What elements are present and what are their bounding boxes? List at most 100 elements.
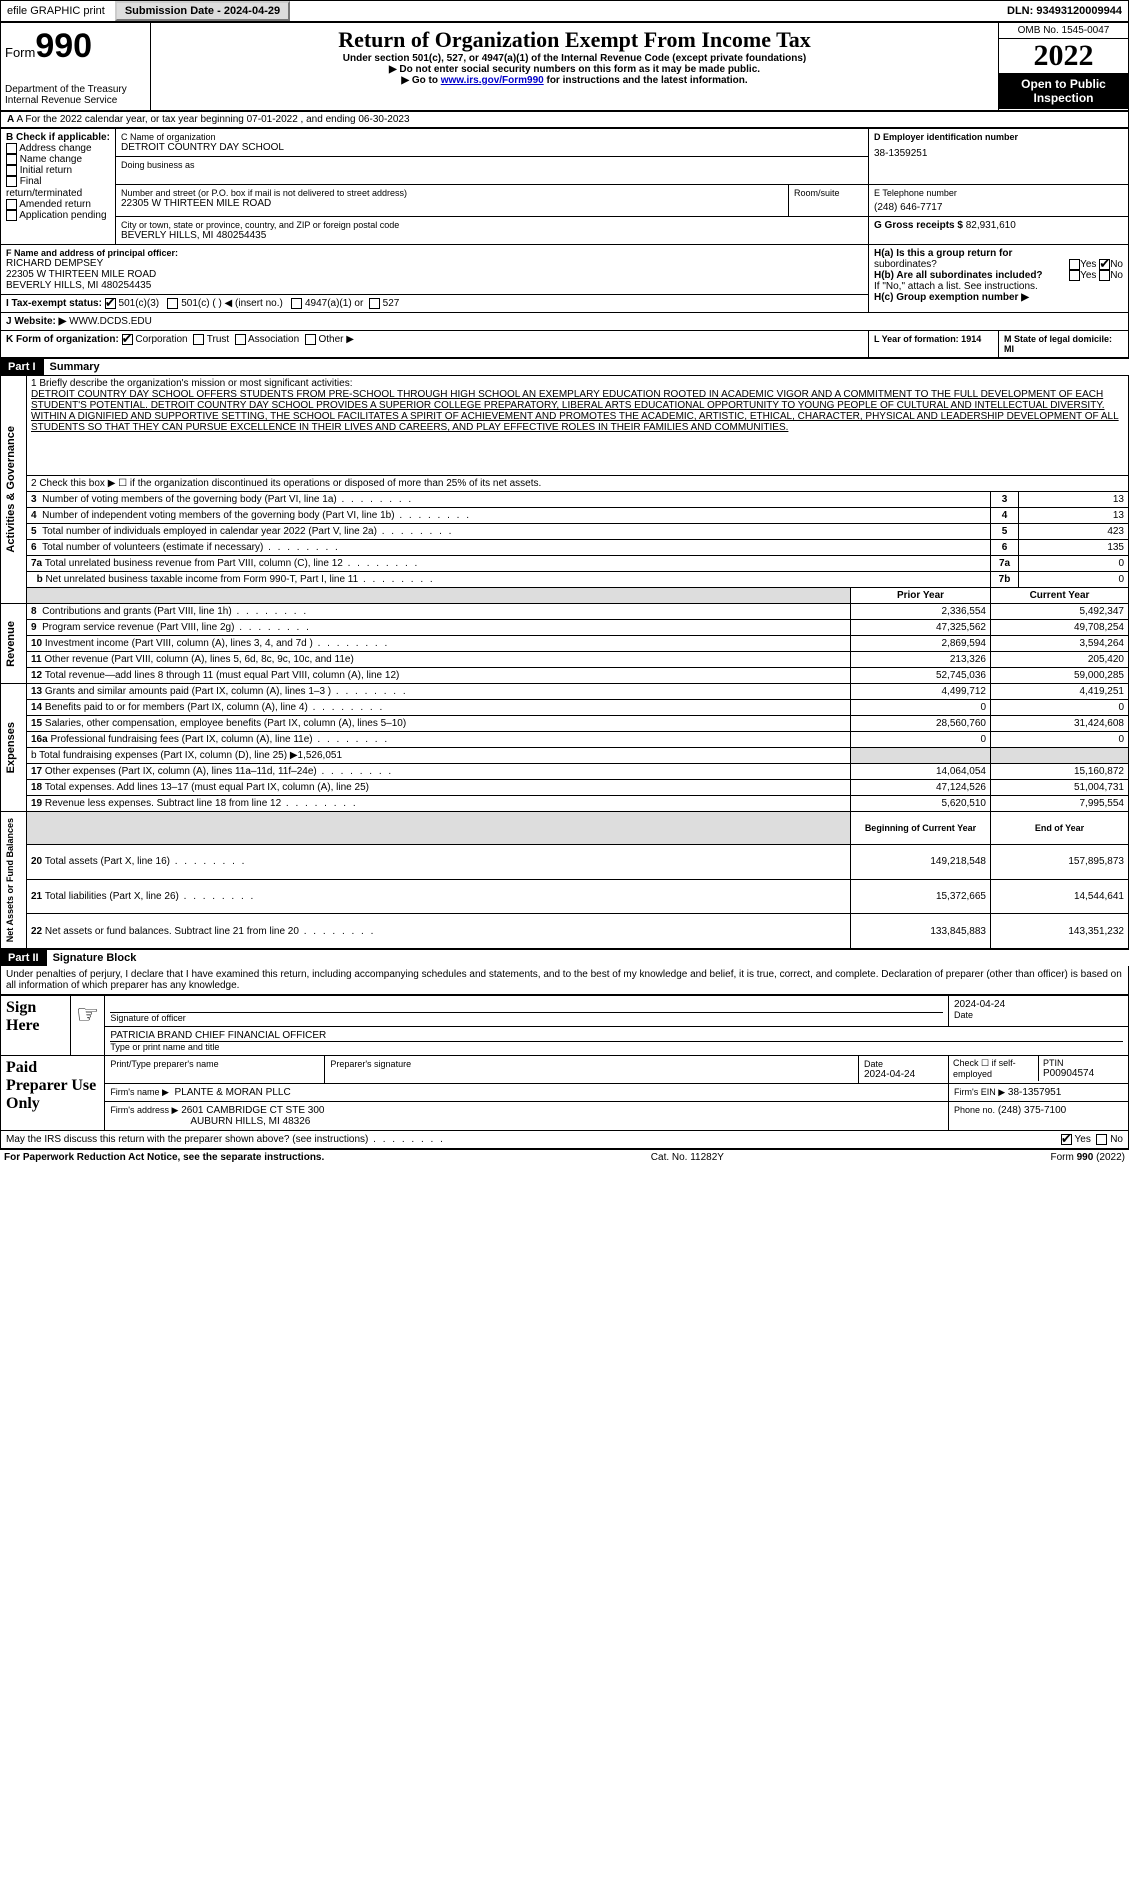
footer: For Paperwork Reduction Act Notice, see …: [0, 1149, 1129, 1165]
prep-date: 2024-04-24: [864, 1069, 943, 1080]
l14-c: 0: [991, 700, 1129, 716]
l14-p: 0: [851, 700, 991, 716]
opt-501c: 501(c) ( ) ◀ (insert no.): [181, 298, 283, 309]
efile-label: efile GRAPHIC print: [1, 3, 111, 19]
firm-addr2: AUBURN HILLS, MI 48326: [110, 1116, 943, 1127]
l19-p: 5,620,510: [851, 796, 991, 812]
ha-label: H(a) Is this a group return for: [874, 248, 1012, 259]
form-number: Form990: [5, 27, 146, 66]
footer-mid: Cat. No. 11282Y: [651, 1152, 724, 1163]
chk-assoc[interactable]: [235, 334, 246, 345]
form990-link[interactable]: www.irs.gov/Form990: [441, 75, 544, 86]
chk-corp[interactable]: [122, 334, 133, 345]
l22-label: Net assets or fund balances. Subtract li…: [45, 926, 375, 937]
header-sub3: ▶ Go to www.irs.gov/Form990 for instruct…: [155, 75, 994, 86]
sig-date: 2024-04-24: [954, 999, 1123, 1010]
sign-here-label: Sign Here: [1, 996, 71, 1056]
chk-pending[interactable]: Application pending: [6, 210, 110, 221]
row-7b: b Net unrelated business taxable income …: [1, 572, 1129, 588]
form-word: Form: [5, 45, 35, 60]
opt-assoc: Association: [248, 334, 299, 345]
l19-label: Revenue less expenses. Subtract line 18 …: [45, 798, 358, 809]
chk-name-label: Name change: [20, 154, 82, 165]
dln-label: DLN: 93493120009944: [1007, 5, 1128, 17]
l9-c: 49,708,254: [991, 620, 1129, 636]
part2-header-row: Part II Signature Block: [0, 949, 1129, 966]
ptin-h: PTIN: [1043, 1058, 1124, 1068]
box-g-label: G Gross receipts $: [874, 220, 963, 231]
box-l: L Year of formation: 1914: [869, 331, 999, 357]
chk-other[interactable]: [305, 334, 316, 345]
org-name: DETROIT COUNTRY DAY SCHOOL: [121, 142, 863, 153]
chk-501c[interactable]: [167, 298, 178, 309]
footer-form: 990: [1077, 1152, 1094, 1163]
l11-p: 213,326: [851, 652, 991, 668]
opt-4947: 4947(a)(1) or: [305, 298, 363, 309]
firm-phone: (248) 375-7100: [998, 1105, 1066, 1116]
opt-other: Other ▶: [318, 334, 353, 345]
l7a-label: Total unrelated business revenue from Pa…: [45, 558, 419, 569]
l10-p: 2,869,594: [851, 636, 991, 652]
officer-name: RICHARD DEMPSEY: [6, 258, 863, 269]
ag-vert-label: Activities & Governance: [1, 420, 21, 559]
part1-header-row: Part I Summary: [0, 358, 1129, 375]
box-f-label: F Name and address of principal officer:: [6, 248, 863, 258]
l9-label: Program service revenue (Part VIII, line…: [42, 622, 311, 633]
omb-label: OMB No. 1545-0047: [999, 23, 1128, 39]
l22-c: 143,351,232: [991, 914, 1129, 949]
chk-pending-label: Application pending: [19, 210, 106, 221]
chk-name[interactable]: Name change: [6, 154, 110, 165]
hc-label: H(c) Group exemption number ▶: [874, 292, 1123, 303]
firm-addr1: 2601 CAMBRIDGE CT STE 300: [181, 1105, 324, 1116]
addr-label: Number and street (or P.O. box if mail i…: [121, 188, 783, 198]
discuss-text: May the IRS discuss this return with the…: [6, 1134, 445, 1145]
l13-p: 4,499,712: [851, 684, 991, 700]
website-value: WWW.DCDS.EDU: [69, 316, 152, 327]
hb-label: H(b) Are all subordinates included?: [874, 270, 1043, 281]
header-sub1: Under section 501(c), 527, or 4947(a)(1)…: [155, 53, 994, 64]
chk-amended[interactable]: Amended return: [6, 199, 110, 210]
l8-label: Contributions and grants (Part VIII, lin…: [42, 606, 308, 617]
l7a-val: 0: [1019, 556, 1129, 572]
l18-c: 51,004,731: [991, 780, 1129, 796]
firm-name-h: Firm's name ▶: [110, 1087, 169, 1097]
opt-527: 527: [383, 298, 400, 309]
l20-p: 149,218,548: [851, 844, 991, 879]
chk-527[interactable]: [369, 298, 380, 309]
chk-trust[interactable]: [193, 334, 204, 345]
l22-p: 133,845,883: [851, 914, 991, 949]
info-grid: B Check if applicable: Address change Na…: [0, 128, 1129, 358]
l4-box: 4: [991, 508, 1019, 524]
firm-ein: 38-1357951: [1008, 1087, 1061, 1098]
officer-addr1: 22305 W THIRTEEN MILE ROAD: [6, 269, 863, 280]
chk-initial[interactable]: Initial return: [6, 165, 110, 176]
l17-p: 14,064,054: [851, 764, 991, 780]
chk-final-label: Final return/terminated: [6, 177, 82, 199]
part1-header: Part I: [0, 359, 44, 375]
l16a-p: 0: [851, 732, 991, 748]
l3-label: Number of voting members of the governin…: [42, 494, 413, 505]
chk-4947[interactable]: [291, 298, 302, 309]
sig-officer-label: Signature of officer: [110, 1013, 943, 1023]
footer-left: For Paperwork Reduction Act Notice, see …: [4, 1152, 324, 1163]
chk-address-label: Address change: [19, 143, 91, 154]
l16b: b Total fundraising expenses (Part IX, c…: [27, 748, 851, 764]
prior-year-h: Prior Year: [851, 588, 991, 604]
na-vert-label: Net Assets or Fund Balances: [1, 812, 19, 948]
submission-date-button[interactable]: Submission Date - 2024-04-29: [115, 1, 290, 21]
chk-final[interactable]: Final return/terminated: [6, 176, 110, 198]
l7b-box: 7b: [991, 572, 1019, 588]
ha-sub: subordinates?: [874, 259, 937, 270]
row-year-headers: Prior YearCurrent Year: [1, 588, 1129, 604]
l8-c: 5,492,347: [991, 604, 1129, 620]
end-year-h: End of Year: [991, 812, 1129, 845]
l1-label: 1 Briefly describe the organization's mi…: [31, 378, 1124, 389]
box-m: M State of legal domicile: MI: [999, 331, 1128, 357]
chk-501c3[interactable]: [105, 298, 116, 309]
part2-title: Signature Block: [47, 952, 137, 964]
l5-val: 423: [1019, 524, 1129, 540]
current-year-h: Current Year: [991, 588, 1129, 604]
dba-label: Doing business as: [121, 160, 863, 170]
hb-note: If "No," attach a list. See instructions…: [874, 281, 1123, 292]
chk-address[interactable]: Address change: [6, 143, 110, 154]
